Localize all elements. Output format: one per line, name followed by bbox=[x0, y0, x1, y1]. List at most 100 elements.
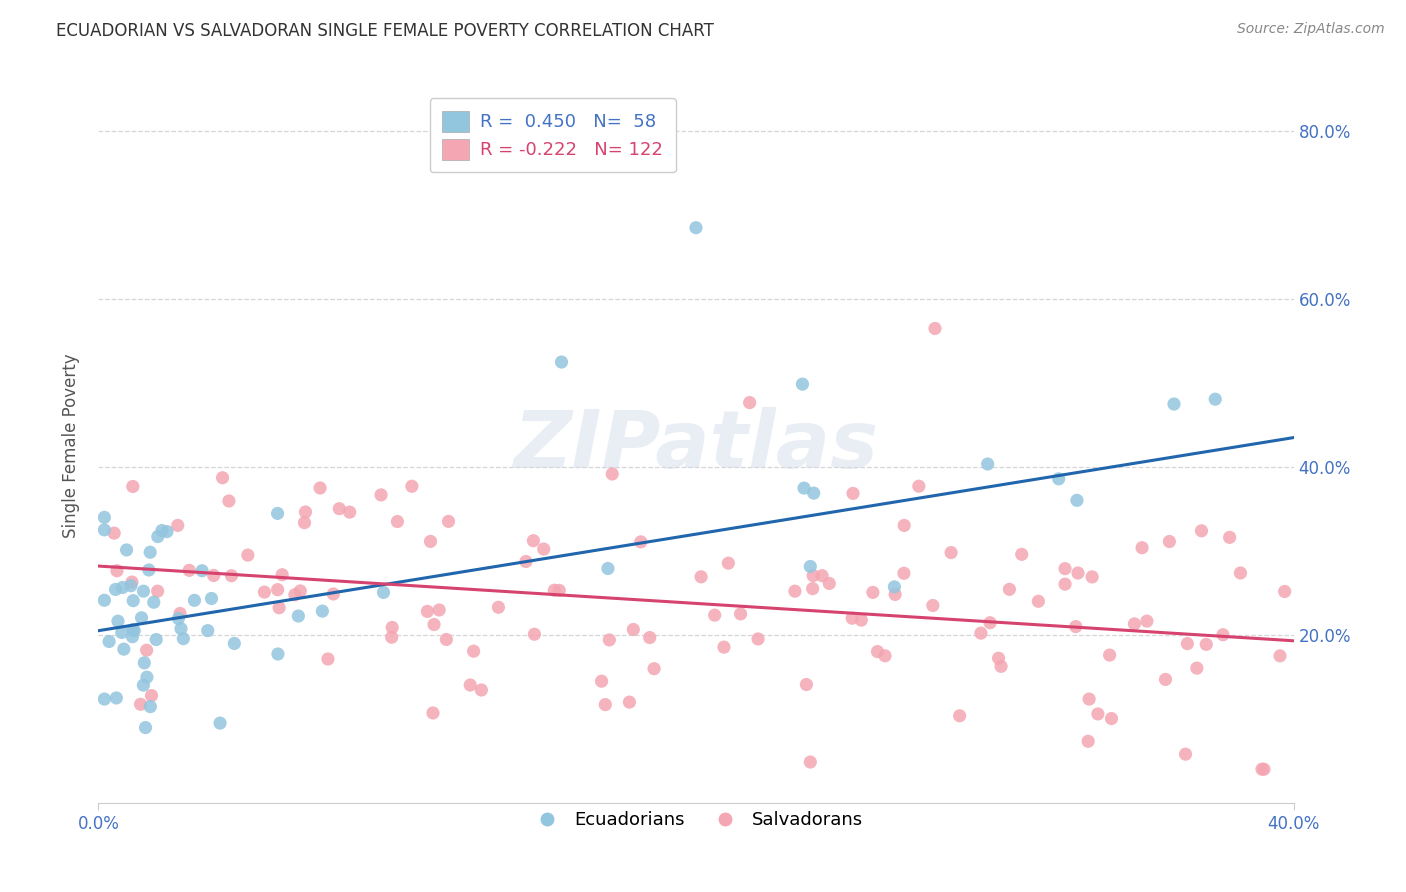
Point bbox=[533, 542, 555, 557]
Point bbox=[322, 587, 344, 601]
Point bbox=[401, 479, 423, 493]
Point bbox=[638, 631, 661, 645]
Point bbox=[803, 486, 825, 500]
Point bbox=[1081, 570, 1104, 584]
Point bbox=[266, 582, 288, 597]
Point bbox=[550, 355, 572, 369]
Point bbox=[138, 563, 160, 577]
Point bbox=[522, 533, 544, 548]
Point bbox=[1219, 530, 1241, 544]
Point bbox=[419, 534, 441, 549]
Point bbox=[339, 505, 361, 519]
Point bbox=[93, 692, 115, 706]
Point bbox=[1066, 493, 1088, 508]
Text: Source: ZipAtlas.com: Source: ZipAtlas.com bbox=[1237, 22, 1385, 37]
Point bbox=[1154, 673, 1177, 687]
Point bbox=[381, 620, 404, 634]
Point bbox=[866, 644, 889, 658]
Point bbox=[908, 479, 931, 493]
Point bbox=[1253, 762, 1275, 776]
Point bbox=[713, 640, 735, 654]
Point bbox=[146, 584, 169, 599]
Point bbox=[1098, 648, 1121, 662]
Point bbox=[643, 662, 665, 676]
Point bbox=[111, 625, 134, 640]
Point bbox=[987, 651, 1010, 665]
Point bbox=[416, 604, 439, 618]
Point bbox=[145, 632, 167, 647]
Point bbox=[979, 615, 1001, 630]
Point bbox=[873, 648, 896, 663]
Point bbox=[197, 624, 219, 638]
Point bbox=[423, 617, 446, 632]
Point bbox=[221, 568, 243, 582]
Point bbox=[970, 626, 993, 640]
Point bbox=[131, 611, 153, 625]
Point bbox=[103, 526, 125, 541]
Point bbox=[1130, 541, 1153, 555]
Point bbox=[169, 607, 191, 621]
Point bbox=[1087, 706, 1109, 721]
Point bbox=[1101, 712, 1123, 726]
Point bbox=[129, 698, 152, 712]
Point bbox=[1047, 472, 1070, 486]
Point bbox=[1136, 614, 1159, 628]
Point bbox=[290, 584, 312, 599]
Point bbox=[990, 659, 1012, 673]
Point bbox=[1195, 637, 1218, 651]
Point bbox=[422, 706, 444, 720]
Point bbox=[1123, 616, 1146, 631]
Point bbox=[939, 545, 962, 559]
Point bbox=[486, 600, 509, 615]
Point bbox=[1011, 547, 1033, 561]
Point bbox=[523, 627, 546, 641]
Point bbox=[183, 593, 205, 607]
Point bbox=[112, 642, 135, 657]
Point bbox=[543, 583, 565, 598]
Point bbox=[121, 479, 143, 493]
Point bbox=[135, 643, 157, 657]
Point bbox=[122, 593, 145, 607]
Point bbox=[458, 678, 481, 692]
Point bbox=[1078, 692, 1101, 706]
Point bbox=[139, 545, 162, 559]
Point bbox=[463, 644, 485, 658]
Legend: Ecuadorians, Salvadorans: Ecuadorians, Salvadorans bbox=[522, 805, 870, 837]
Point bbox=[884, 587, 907, 601]
Point bbox=[156, 524, 179, 539]
Point bbox=[1174, 747, 1197, 761]
Point bbox=[316, 652, 339, 666]
Point bbox=[690, 570, 713, 584]
Point bbox=[862, 585, 884, 599]
Point bbox=[236, 548, 259, 562]
Point bbox=[1251, 762, 1274, 776]
Point bbox=[1077, 734, 1099, 748]
Point bbox=[209, 716, 232, 731]
Point bbox=[115, 543, 138, 558]
Point bbox=[122, 623, 145, 637]
Point bbox=[842, 486, 865, 500]
Point bbox=[685, 220, 707, 235]
Point bbox=[434, 632, 457, 647]
Point bbox=[1054, 577, 1077, 591]
Point bbox=[799, 755, 821, 769]
Point bbox=[122, 624, 145, 638]
Point bbox=[893, 566, 915, 581]
Point bbox=[141, 689, 163, 703]
Point bbox=[98, 634, 121, 648]
Point bbox=[1274, 584, 1296, 599]
Point bbox=[598, 632, 620, 647]
Point bbox=[730, 607, 752, 621]
Point bbox=[224, 636, 246, 650]
Point bbox=[211, 471, 233, 485]
Point bbox=[1204, 392, 1226, 407]
Point bbox=[135, 721, 157, 735]
Point bbox=[470, 683, 492, 698]
Point bbox=[596, 561, 619, 575]
Point bbox=[132, 584, 155, 599]
Point bbox=[792, 377, 814, 392]
Point bbox=[93, 510, 115, 524]
Point bbox=[287, 609, 309, 624]
Point bbox=[796, 677, 818, 691]
Point bbox=[328, 501, 350, 516]
